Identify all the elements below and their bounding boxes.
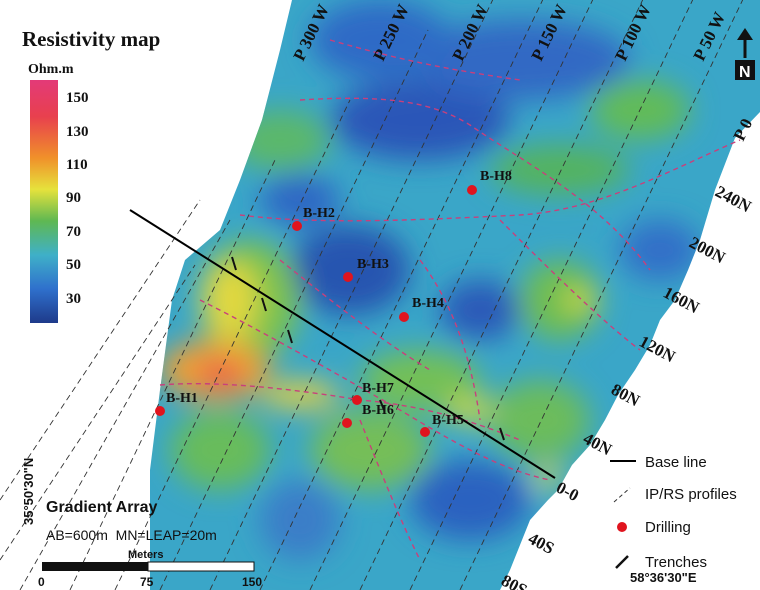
colorbar-tick-30: 30 — [66, 291, 81, 307]
legend-label-base-line: Base line — [645, 454, 707, 471]
colorbar-tick-70: 70 — [66, 224, 81, 240]
label-b-h1: B-H1 — [166, 391, 198, 406]
label-b-h2: B-H2 — [303, 206, 335, 221]
colorbar-tick-110: 110 — [66, 157, 88, 173]
north-arrow: N — [735, 28, 755, 81]
northing-160n: 160N — [660, 283, 703, 318]
legend-item-trenches: Trenches — [615, 554, 707, 571]
label-b-h6: B-H6 — [362, 403, 394, 418]
drilling-b-h5 — [420, 427, 430, 437]
trench-symbol — [615, 555, 629, 569]
colorbar-tick-90: 90 — [66, 190, 81, 206]
method-name: Gradient Array — [46, 499, 158, 516]
colorbar-ramp — [30, 80, 58, 323]
base-line — [129, 209, 556, 479]
drilling-b-h4 — [399, 312, 409, 322]
north-letter: N — [739, 64, 751, 81]
northing-240n: 240N — [712, 182, 755, 217]
drilling-b-h8 — [467, 185, 477, 195]
trenches — [231, 256, 505, 441]
northing-40s: 40S — [525, 529, 557, 558]
drilling-b-h3 — [343, 272, 353, 282]
resistivity-surface — [150, 0, 760, 590]
colorbar-unit: Ohm.m — [28, 62, 74, 77]
legend-item-base-line: Base line — [610, 454, 707, 471]
drilling-b-h6 — [342, 418, 352, 428]
drilling-b-h1 — [155, 406, 165, 416]
legend-item-drilling: Drilling — [617, 519, 691, 536]
scale-tick-150: 150 — [242, 575, 262, 589]
drilling-points — [155, 185, 477, 437]
scale-unit: Meters — [128, 549, 163, 561]
northing-120n: 120N — [636, 332, 679, 367]
latitude-label: 35°50'30"N — [21, 458, 36, 525]
label-b-h5: B-H5 — [432, 413, 464, 428]
label-b-h4: B-H4 — [412, 296, 444, 311]
colorbar-tick-150: 150 — [66, 90, 89, 106]
colorbar-tick-130: 130 — [66, 124, 89, 140]
label-b-h3: B-H3 — [357, 257, 389, 272]
colorbar-tick-50: 50 — [66, 257, 81, 273]
drilling-b-h2 — [292, 221, 302, 231]
scale-tick-75: 75 — [140, 575, 154, 589]
drilling-labels: B-H1 B-H2 B-H3 B-H4 B-H5 B-H6 B-H7 B-H8 — [166, 169, 512, 428]
profile-symbol — [613, 487, 631, 503]
colorbar: Ohm.m 150 130 110 90 70 50 30 — [28, 62, 89, 323]
label-b-h7: B-H7 — [362, 381, 394, 396]
label-b-h8: B-H8 — [480, 169, 512, 184]
map-title: Resistivity map — [22, 27, 160, 51]
drilling-b-h7 — [352, 395, 362, 405]
legend-label-drilling: Drilling — [645, 519, 691, 536]
legend-item-profiles: IP/RS profiles — [613, 486, 737, 503]
drilling-symbol — [617, 522, 627, 532]
northing-200n: 200N — [686, 233, 729, 268]
scale-bar: Meters 0 75 150 — [38, 549, 262, 589]
method-params: AB=600m MN=LEAP=20m — [46, 527, 217, 543]
legend: Base line IP/RS profiles Drilling Trench… — [610, 454, 737, 571]
scale-tick-0: 0 — [38, 575, 45, 589]
longitude-label: 58°36'30"E — [630, 570, 697, 585]
legend-label-profiles: IP/RS profiles — [645, 486, 737, 503]
colorbar-ticks: 150 130 110 90 70 50 30 — [66, 90, 89, 307]
legend-label-trenches: Trenches — [645, 554, 707, 571]
